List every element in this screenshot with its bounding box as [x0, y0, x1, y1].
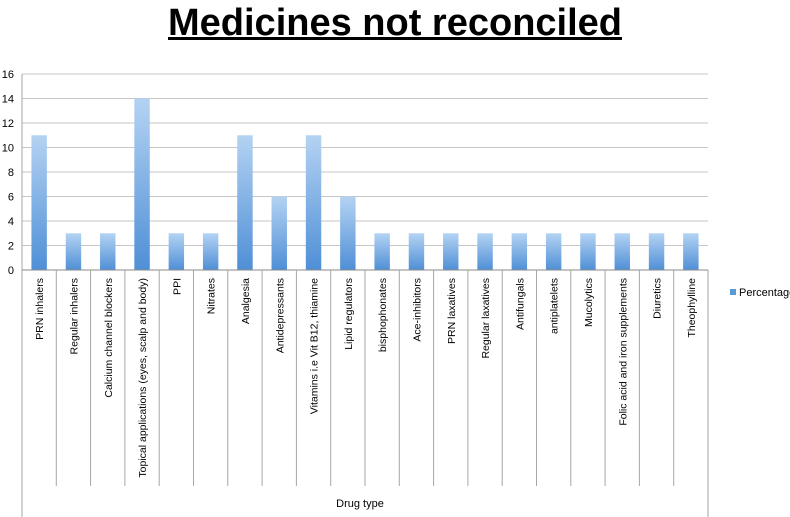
x-category-label: Antifungals — [514, 278, 526, 330]
bar — [237, 135, 253, 270]
bar — [511, 233, 528, 270]
y-tick-label: 4 — [8, 216, 14, 228]
bar — [305, 135, 322, 270]
bar — [683, 233, 699, 270]
y-tick-label: 6 — [8, 192, 14, 204]
y-tick-label: 2 — [8, 241, 14, 253]
bar — [271, 196, 287, 270]
bar — [340, 196, 356, 270]
bar — [65, 233, 82, 270]
bar — [202, 233, 219, 270]
x-category-label: Regular inhalers — [68, 278, 80, 354]
x-category-label: Regular laxatives — [480, 278, 492, 359]
x-category-label: Folic acid and iron supplements — [617, 278, 629, 426]
x-category-label: Diuretics — [652, 278, 664, 319]
bar — [614, 233, 630, 270]
bar — [374, 233, 390, 270]
y-tick-label: 0 — [8, 265, 14, 277]
x-category-label: Ace-inhibitors — [411, 278, 423, 342]
x-category-label: Mucolytics — [583, 278, 595, 327]
x-category-label: Analgesia — [240, 278, 252, 324]
x-category-label: Lipid regulators — [343, 278, 355, 350]
x-category-label: Calcium channel blockers — [103, 278, 115, 398]
x-category-label: bisphophonates — [377, 278, 389, 352]
bar — [168, 233, 185, 270]
x-category-label: antiplatelets — [549, 278, 561, 334]
bar — [477, 233, 493, 270]
bar — [443, 233, 459, 270]
legend-label: Percentage — [739, 287, 790, 299]
bar — [580, 233, 596, 270]
y-tick-label: 8 — [8, 167, 14, 179]
x-category-label: Theophylline — [686, 278, 698, 338]
x-category-label: Vitamins i.e Vit B12, thiamine — [309, 278, 321, 414]
y-tick-label: 10 — [2, 143, 14, 155]
bar — [408, 233, 425, 270]
x-category-label: PPI — [171, 278, 183, 295]
bar — [648, 233, 665, 270]
chart-title: Medicines not reconciled — [168, 2, 622, 44]
bar — [545, 233, 562, 270]
x-axis-label: Drug type — [336, 498, 384, 510]
x-category-label: Nitrates — [206, 278, 218, 314]
bar — [31, 135, 47, 270]
y-tick-label: 12 — [2, 118, 14, 130]
x-category-label: PRN inhalers — [34, 278, 46, 340]
bar — [100, 233, 116, 270]
x-category-label: PRN laxatives — [446, 278, 458, 344]
x-category-label: Antidepressants — [274, 278, 286, 353]
x-category-label: Topical applications (eyes, scalp and bo… — [137, 278, 149, 478]
y-tick-label: 14 — [2, 94, 14, 106]
y-tick-label: 16 — [2, 69, 14, 81]
legend-swatch — [730, 289, 736, 295]
bar — [134, 98, 150, 270]
